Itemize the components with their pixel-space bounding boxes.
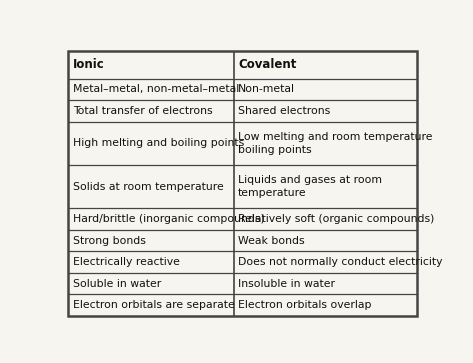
Text: Low melting and room temperature
boiling points: Low melting and room temperature boiling… [238, 132, 433, 155]
Text: Weak bonds: Weak bonds [238, 236, 305, 245]
Text: Hard/brittle (inorganic compounds): Hard/brittle (inorganic compounds) [73, 214, 264, 224]
Text: Electron orbitals overlap: Electron orbitals overlap [238, 300, 372, 310]
Text: Strong bonds: Strong bonds [73, 236, 146, 245]
Text: Non-metal: Non-metal [238, 85, 295, 94]
Text: Does not normally conduct electricity: Does not normally conduct electricity [238, 257, 443, 267]
Text: Shared electrons: Shared electrons [238, 106, 330, 116]
Text: Metal–metal, non-metal–metal: Metal–metal, non-metal–metal [73, 85, 239, 94]
Text: Liquids and gases at room
temperature: Liquids and gases at room temperature [238, 175, 382, 198]
Text: Soluble in water: Soluble in water [73, 279, 161, 289]
Text: Electrically reactive: Electrically reactive [73, 257, 180, 267]
Text: Relatively soft (organic compounds): Relatively soft (organic compounds) [238, 214, 435, 224]
Text: Electron orbitals are separate: Electron orbitals are separate [73, 300, 235, 310]
Text: Total transfer of electrons: Total transfer of electrons [73, 106, 212, 116]
Text: High melting and boiling points: High melting and boiling points [73, 138, 244, 148]
Text: Solids at room temperature: Solids at room temperature [73, 182, 223, 192]
Text: Insoluble in water: Insoluble in water [238, 279, 335, 289]
Text: Covalent: Covalent [238, 58, 297, 71]
Text: Ionic: Ionic [73, 58, 105, 71]
